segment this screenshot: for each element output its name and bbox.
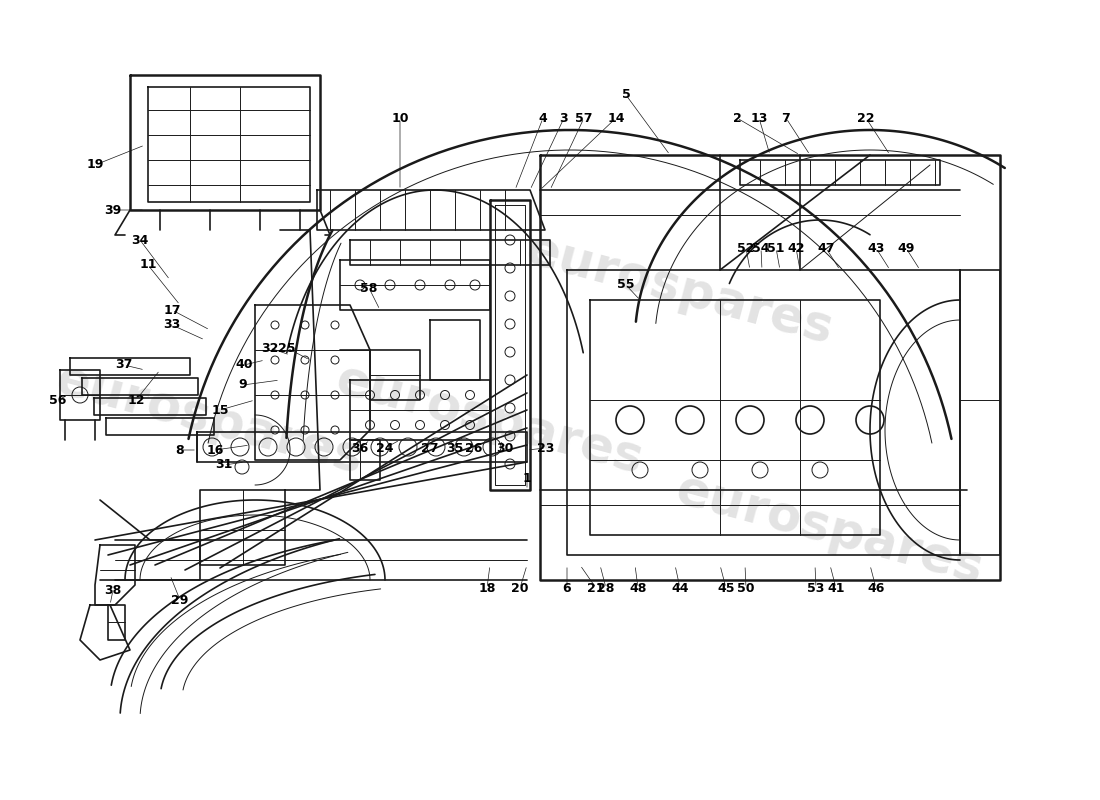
Text: 22: 22 — [857, 111, 874, 125]
Text: 32: 32 — [262, 342, 278, 354]
Text: 39: 39 — [104, 203, 122, 217]
Text: 57: 57 — [575, 111, 593, 125]
Text: 10: 10 — [392, 111, 409, 125]
Text: 36: 36 — [351, 442, 369, 454]
Text: 25: 25 — [278, 342, 296, 354]
Text: eurospares: eurospares — [51, 356, 369, 484]
Text: 31: 31 — [216, 458, 233, 471]
Text: 56: 56 — [50, 394, 67, 406]
Text: 38: 38 — [104, 583, 122, 597]
Text: 29: 29 — [172, 594, 189, 606]
Text: 28: 28 — [597, 582, 615, 594]
Text: 9: 9 — [239, 378, 248, 391]
Text: 26: 26 — [465, 442, 483, 454]
Text: 42: 42 — [788, 242, 805, 254]
Text: 24: 24 — [376, 442, 394, 454]
Text: 47: 47 — [817, 242, 835, 254]
Text: eurospares: eurospares — [521, 226, 839, 354]
Text: 6: 6 — [563, 582, 571, 594]
Text: 23: 23 — [537, 442, 554, 454]
Text: 16: 16 — [207, 443, 223, 457]
Text: 48: 48 — [629, 582, 647, 594]
Text: 11: 11 — [140, 258, 156, 271]
Text: 12: 12 — [128, 394, 145, 406]
Text: 35: 35 — [447, 442, 464, 454]
Text: eurospares: eurospares — [671, 466, 989, 594]
Text: 49: 49 — [898, 242, 915, 254]
Text: 8: 8 — [176, 443, 185, 457]
Text: 2: 2 — [733, 111, 741, 125]
Text: 51: 51 — [768, 242, 784, 254]
Text: 15: 15 — [211, 403, 229, 417]
Text: 37: 37 — [116, 358, 133, 371]
Text: 17: 17 — [163, 303, 180, 317]
Text: 7: 7 — [782, 111, 791, 125]
Text: 43: 43 — [867, 242, 884, 254]
Text: 4: 4 — [539, 111, 548, 125]
Text: 52: 52 — [737, 242, 755, 254]
Text: 58: 58 — [361, 282, 377, 294]
Text: 46: 46 — [867, 582, 884, 594]
Text: 5: 5 — [621, 89, 630, 102]
Text: 30: 30 — [496, 442, 514, 454]
Text: 34: 34 — [131, 234, 149, 246]
Text: 3: 3 — [560, 111, 569, 125]
Text: 14: 14 — [607, 111, 625, 125]
Text: 44: 44 — [671, 582, 689, 594]
Text: 27: 27 — [421, 442, 439, 454]
Text: eurospares: eurospares — [331, 356, 649, 484]
Text: 20: 20 — [512, 582, 529, 594]
Text: 40: 40 — [235, 358, 253, 371]
Text: 13: 13 — [750, 111, 768, 125]
Text: 55: 55 — [617, 278, 635, 291]
Text: 54: 54 — [752, 242, 770, 254]
Text: 19: 19 — [86, 158, 103, 171]
Text: 18: 18 — [478, 582, 496, 594]
Text: 50: 50 — [737, 582, 755, 594]
Text: 53: 53 — [807, 582, 825, 594]
Text: 33: 33 — [164, 318, 180, 331]
Text: 45: 45 — [717, 582, 735, 594]
Text: 41: 41 — [827, 582, 845, 594]
Text: 21: 21 — [587, 582, 605, 594]
Text: 1: 1 — [522, 471, 531, 485]
